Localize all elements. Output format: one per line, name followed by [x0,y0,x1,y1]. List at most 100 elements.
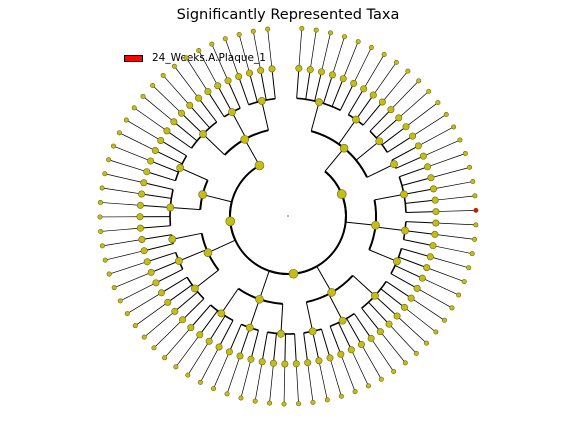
taxon-node [402,123,410,131]
branch-line [227,80,241,109]
taxon-node [429,242,437,250]
taxon-node [423,264,431,272]
branch-line [126,119,161,141]
taxon-node [308,327,317,336]
taxon-node [140,247,148,255]
legend-swatch [124,54,143,62]
branch-line [187,341,210,376]
branch-line [380,331,406,364]
branch-line [347,88,365,115]
branch-line [119,132,156,151]
branch-line [155,268,183,284]
branch-line [249,72,258,103]
branch-line [391,145,419,161]
taxon-node [469,251,475,257]
branch-line [369,249,398,262]
branch-line [272,333,277,364]
taxon-node [456,292,462,298]
branch-line [331,78,344,107]
taxon-node [269,359,277,367]
taxon-node [472,236,478,242]
branch-line [355,140,380,161]
taxon-node [255,294,264,304]
taxon-node [173,364,179,370]
taxon-node [176,164,185,172]
taxon-node [205,337,213,345]
taxon-node [157,289,165,297]
branch-line [135,302,168,326]
branch-line [244,139,260,166]
taxon-node [429,185,437,193]
branch-line [329,326,342,355]
branch-line [240,359,252,399]
taxon-node [215,343,223,351]
branch-line [388,323,417,354]
taxon-node [250,28,256,34]
taxon-node [195,94,203,102]
branch-line [198,50,219,86]
taxon-node [137,224,145,232]
branch-line [185,57,209,92]
branch-line [395,155,424,169]
taxon-node [304,359,312,367]
branch-line [217,85,233,113]
taxon-node [225,216,236,227]
taxon-node [252,398,258,404]
taxon-node [390,160,398,169]
branch-line [314,71,322,102]
branch-line [239,327,251,357]
taxon-node [162,355,168,361]
taxon-node [296,401,302,407]
taxon-node [203,248,213,257]
taxon-node [424,163,432,171]
taxon-node [315,98,323,107]
branch-line [305,301,314,332]
branch-line [294,333,297,364]
branch-line [173,121,198,142]
branch-line [143,311,176,338]
branch-line [207,91,225,118]
branch-line [396,315,427,344]
branch-line [394,265,423,279]
branch-line [140,204,171,208]
branch-line [307,362,314,403]
taxon-node [432,208,440,216]
branch-line [369,109,392,132]
branch-line [220,288,239,314]
taxon-node [347,346,355,354]
branch-line [355,94,374,120]
branch-line [435,222,476,226]
branch-line [352,275,376,297]
branch-line [172,232,202,240]
taxon-node [97,214,103,220]
branch-line [259,270,270,300]
taxon-node [378,98,386,106]
branch-line [189,105,211,129]
taxon-node [150,82,156,88]
taxon-node [106,157,112,163]
branch-line [155,150,183,165]
branch-line [405,211,436,213]
taxon-node [124,311,130,317]
branch-line [114,272,152,289]
taxon-node [98,228,104,234]
branch-line [434,234,475,240]
branch-line [368,301,390,325]
taxon-node [467,164,473,170]
branch-line [141,234,172,240]
branch-line [261,100,269,131]
taxon-node [225,348,233,356]
taxon-node [313,27,319,33]
taxon-node [395,114,403,122]
taxon-node [187,324,195,332]
branch-line [430,167,470,179]
taxon-node [360,85,368,93]
taxon-node [140,93,146,99]
branch-line [361,344,382,380]
taxon-node [306,66,314,74]
branch-line [418,126,454,147]
branch-line [141,193,172,199]
taxon-node [393,312,401,320]
branch-line [353,313,372,339]
taxon-node [336,189,347,199]
